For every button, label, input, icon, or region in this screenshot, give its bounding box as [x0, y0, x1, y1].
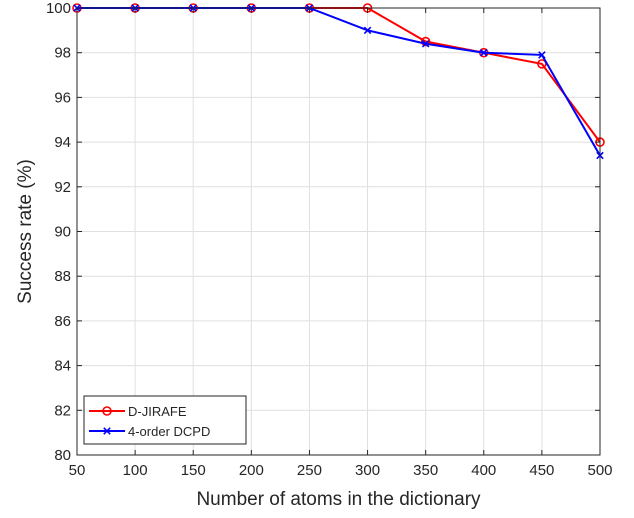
x-tick-label: 50: [69, 462, 86, 479]
x-tick-label: 400: [471, 462, 496, 479]
x-tick-label: 200: [239, 462, 264, 479]
data-point-4-order-dcpd: [538, 51, 546, 59]
data-point-d-jirafe: [537, 59, 547, 69]
y-tick-label: 100: [46, 0, 71, 17]
y-tick-label: 88: [54, 268, 71, 285]
data-point-4-order-dcpd: [421, 39, 430, 48]
data-point-4-order-dcpd: [480, 48, 488, 57]
x-tick-label: 150: [181, 462, 206, 479]
ticks: 50 100 150 200 250 300 350 400 450 500 80 82 84 86 88 9…: [46, 0, 613, 479]
x-tick-label: 300: [355, 462, 380, 479]
legend-marker-4-order-dcpd: [103, 427, 111, 435]
y-tick-label: 94: [54, 134, 71, 151]
legend-label-4-order-dcpd: 4-order DCPD: [128, 424, 210, 439]
y-tick-label: 84: [54, 358, 71, 375]
marker-stroke: [538, 51, 546, 59]
legend-box: [83, 395, 247, 445]
y-tick-label: 86: [54, 313, 71, 330]
y-tick-label: 92: [54, 179, 71, 196]
y-tick-label: 82: [54, 402, 71, 419]
x-tick-label: 450: [529, 462, 554, 479]
legend-marker-d-jirafe: [102, 406, 112, 416]
x-tick-label: 500: [587, 462, 612, 479]
y-tick-label: 90: [54, 224, 71, 241]
marker-stroke: [363, 26, 372, 35]
legend: D-JIRAFE 4-order DCPD: [83, 395, 247, 445]
x-tick-label: 250: [297, 462, 322, 479]
data-point-d-jirafe: [420, 36, 431, 47]
x-axis-label: Number of atoms in the dictionary: [196, 489, 481, 510]
x-tick-label: 350: [413, 462, 438, 479]
legend-label-d-jirafe: D-JIRAFE: [128, 404, 187, 419]
y-tick-label: 96: [54, 89, 71, 106]
y-axis-label: Success rate (%): [15, 159, 36, 304]
x-tick-label: 100: [123, 462, 148, 479]
data-point-4-order-dcpd: [363, 26, 372, 35]
marker-stroke: [480, 48, 488, 57]
y-tick-label: 98: [54, 45, 71, 62]
y-tick-label: 80: [54, 447, 71, 464]
marker-stroke: [103, 427, 111, 435]
marker-stroke: [421, 39, 430, 48]
